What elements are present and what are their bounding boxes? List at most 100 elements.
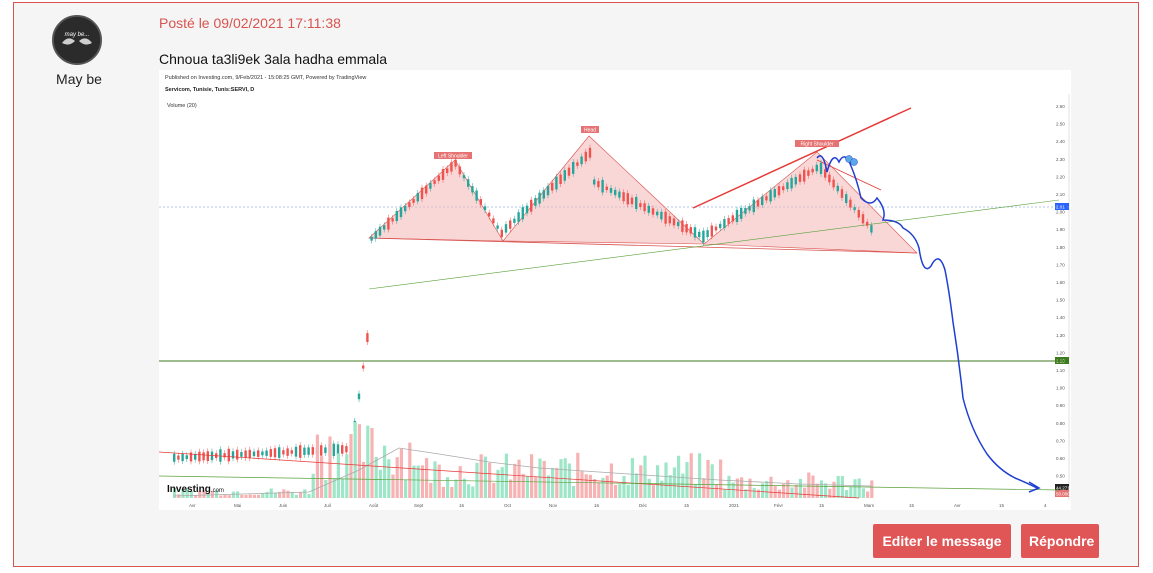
volume-bar [677, 455, 681, 498]
candle [391, 218, 394, 222]
candle [513, 218, 516, 223]
candle [425, 185, 428, 194]
investing-logo: Investing.com [167, 484, 224, 495]
volume-bar [861, 488, 865, 498]
x-tick-label: Avr [189, 503, 196, 508]
x-tick-label: 4 [1044, 503, 1047, 508]
volume-bar [601, 477, 605, 498]
candle [177, 455, 180, 460]
candle [735, 209, 739, 223]
candle [639, 203, 642, 208]
candle [383, 225, 386, 230]
x-tick-label: Oct [504, 503, 512, 508]
candle [504, 224, 508, 233]
price-label-bg [1055, 490, 1069, 497]
volume-bar [525, 476, 529, 498]
candle [664, 211, 667, 224]
candle [702, 230, 705, 243]
volume-bar [315, 434, 319, 498]
candle [290, 450, 293, 454]
y-tick-label: 0.80 [1056, 421, 1065, 426]
candle [626, 193, 629, 205]
volume-bar [395, 457, 399, 498]
candle [551, 183, 554, 191]
annotation-left-shoulder: Left Shoulder [438, 154, 468, 160]
volume-bar [723, 489, 727, 498]
y-tick-label: 1.70 [1056, 262, 1065, 267]
candle [798, 174, 802, 182]
candle [677, 221, 680, 227]
candle [555, 176, 558, 190]
candle [647, 205, 650, 213]
volume-bar [320, 456, 324, 498]
volume-bar [765, 480, 769, 498]
volume-bar [660, 480, 664, 498]
candle [849, 199, 852, 208]
volume-bar [504, 453, 508, 498]
candle [475, 190, 478, 201]
volume-bar [538, 458, 542, 498]
volume-bar [689, 453, 693, 498]
volume-bar [299, 492, 303, 498]
candle [651, 208, 655, 215]
volume-bar [412, 465, 416, 498]
y-tick-label: 1.40 [1056, 315, 1065, 320]
candle [840, 189, 844, 198]
candle [740, 207, 743, 219]
volume-bar [714, 484, 718, 498]
volume-bar [731, 482, 735, 498]
volume-bar [231, 491, 235, 498]
candle [618, 191, 621, 198]
candle [395, 211, 398, 222]
candle [748, 206, 751, 211]
candle [181, 453, 184, 462]
volume-bar [593, 479, 597, 498]
candle [622, 192, 625, 202]
volume-bar [618, 484, 622, 498]
author-name[interactable]: May be [56, 71, 102, 87]
volume-trend-line-2 [158, 475, 1060, 491]
volume-ma-line [172, 447, 872, 497]
volume-bar [404, 479, 408, 498]
volume-bar [362, 461, 366, 498]
volume-bar [790, 487, 794, 498]
candle [198, 451, 201, 462]
volume-bar [656, 465, 660, 498]
candle [500, 229, 503, 238]
candle [303, 447, 306, 455]
y-tick-label: 2.30 [1056, 157, 1065, 162]
edit-message-button[interactable]: Editer le message [873, 524, 1011, 558]
volume-bar [450, 487, 454, 498]
volume-bar [194, 495, 198, 498]
volume-bar [668, 475, 672, 498]
volume-bar [849, 486, 853, 498]
candle [257, 450, 260, 457]
candle [744, 207, 747, 214]
volume-bar [185, 488, 189, 498]
volume-bar [622, 476, 626, 498]
volume-bar [647, 478, 651, 498]
volume-bar [740, 477, 744, 498]
volume-bar [576, 452, 580, 498]
candle [341, 445, 344, 454]
x-tick-label: 2021 [729, 503, 740, 508]
candle [542, 190, 545, 199]
reply-button[interactable]: Répondre [1021, 524, 1099, 558]
avatar[interactable]: may be... [52, 15, 104, 67]
candle [605, 186, 608, 190]
candle [454, 159, 457, 167]
candle [803, 169, 806, 182]
chart-volume-label: Volume (20) [167, 103, 197, 109]
volume-bar [782, 484, 786, 498]
volume-bar [219, 495, 223, 498]
volume-bar [651, 485, 655, 498]
candle [366, 333, 369, 343]
volume-bar [475, 462, 479, 498]
y-tick-label: 1.30 [1056, 333, 1065, 338]
volume-bar [588, 474, 592, 498]
candle [752, 199, 755, 213]
volume-bar [819, 480, 823, 498]
volume-bar [563, 458, 567, 498]
volume-bar [265, 491, 269, 498]
volume-bar [223, 494, 227, 498]
